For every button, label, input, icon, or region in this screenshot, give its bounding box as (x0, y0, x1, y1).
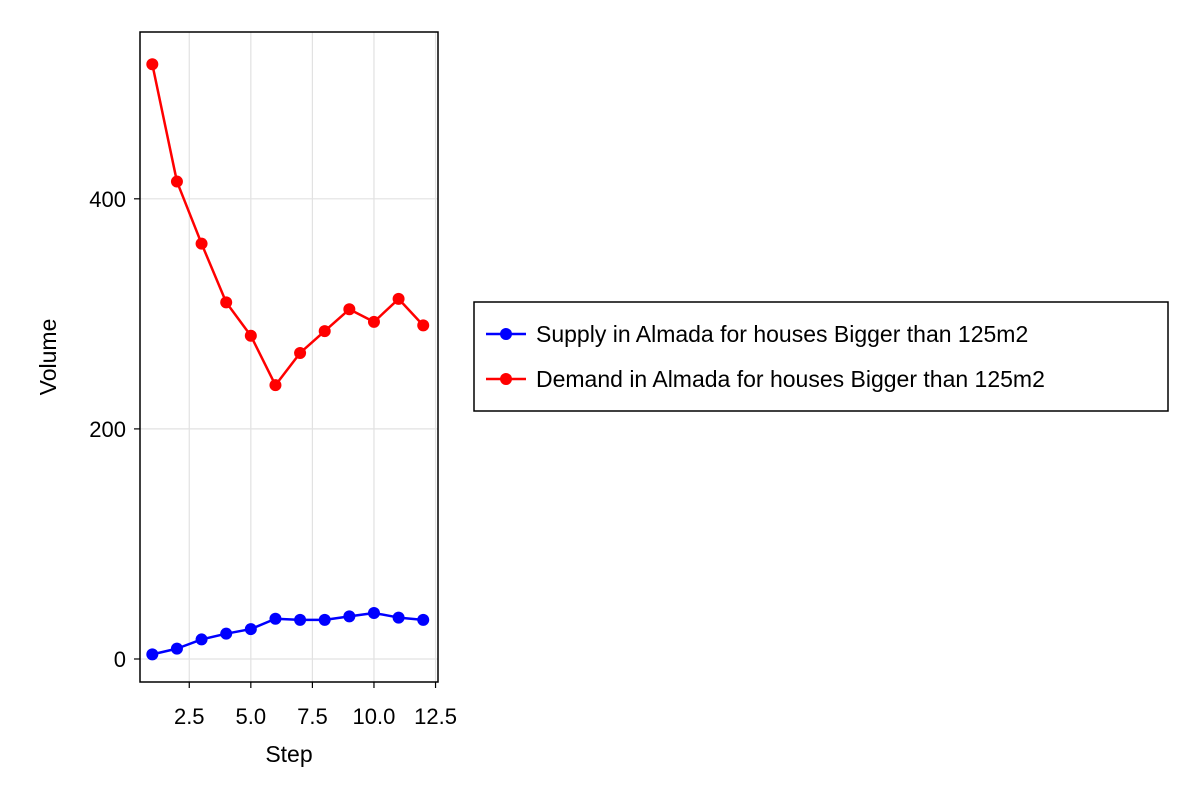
data-point (195, 633, 208, 646)
data-point (170, 175, 183, 188)
data-point (367, 606, 380, 619)
data-point (220, 627, 233, 640)
data-point (392, 611, 405, 624)
data-point (269, 612, 282, 625)
data-point (146, 58, 159, 71)
legend: Supply in Almada for houses Bigger than … (473, 301, 1169, 412)
data-point (244, 623, 257, 636)
series-line-0 (152, 611, 424, 656)
legend-marker-supply (500, 328, 512, 340)
legend-box (473, 301, 1169, 412)
y-tick-label: 200 (89, 417, 126, 442)
data-point (294, 613, 307, 626)
legend-marker-demand (500, 373, 512, 385)
y-tick-label: 400 (89, 187, 126, 212)
y-axis-title: Volume (35, 319, 61, 396)
x-tick-label: 10.0 (353, 704, 396, 729)
y-tick-label: 0 (114, 647, 126, 672)
x-tick-label: 12.5 (414, 704, 457, 729)
data-point (318, 325, 331, 338)
series-line-1 (151, 63, 425, 387)
data-point (269, 379, 282, 392)
data-point (294, 346, 307, 359)
data-point (220, 296, 233, 309)
x-tick-label: 7.5 (297, 704, 328, 729)
data-point (244, 329, 257, 342)
legend-label-demand: Demand in Almada for houses Bigger than … (536, 366, 1045, 392)
x-tick-label: 5.0 (236, 704, 267, 729)
data-point (417, 613, 430, 626)
x-axis-title: Step (265, 741, 312, 767)
y-axis-ticks: 0 200 400 (89, 187, 140, 672)
series-layer (146, 58, 430, 661)
data-point (343, 303, 356, 316)
data-point (195, 237, 208, 250)
grid-lines (140, 32, 438, 682)
data-point (146, 648, 159, 661)
data-point (392, 292, 405, 305)
data-point (417, 319, 430, 332)
x-tick-label: 2.5 (174, 704, 205, 729)
x-axis-ticks: 2.5 5.0 7.5 10.0 12.5 (174, 682, 457, 729)
data-point (318, 613, 331, 626)
data-point (367, 315, 380, 328)
legend-label-supply: Supply in Almada for houses Bigger than … (536, 321, 1028, 347)
data-point (170, 642, 183, 655)
data-point (343, 610, 356, 623)
plot-frame (139, 31, 439, 683)
